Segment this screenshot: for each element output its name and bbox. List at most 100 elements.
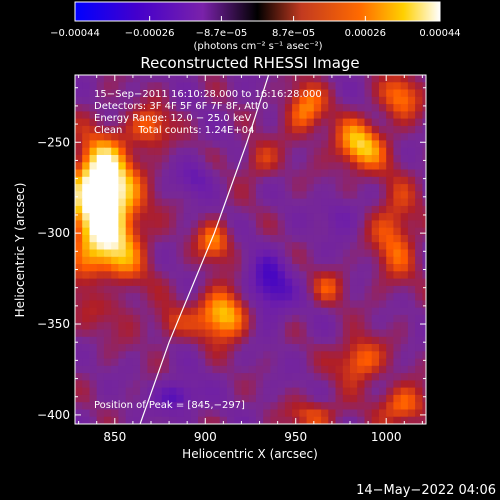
heatmap-cell bbox=[335, 89, 344, 98]
heatmap-cell bbox=[407, 264, 416, 272]
heatmap-cell bbox=[313, 293, 322, 301]
heatmap-cell bbox=[82, 162, 90, 171]
heatmap-cell bbox=[379, 133, 387, 142]
heatmap-cell bbox=[422, 82, 426, 91]
heatmap-cell bbox=[313, 104, 322, 112]
heatmap-cell bbox=[379, 155, 387, 163]
heatmap-cell bbox=[364, 235, 373, 243]
heatmap-cell bbox=[321, 162, 329, 171]
heatmap-cell bbox=[227, 416, 235, 424]
heatmap-cell bbox=[212, 82, 221, 91]
heatmap-cell bbox=[313, 133, 322, 142]
heatmap-cell bbox=[371, 300, 380, 309]
heatmap-cell bbox=[342, 235, 351, 243]
heatmap-cell bbox=[111, 82, 119, 91]
heatmap-cell bbox=[140, 111, 148, 120]
heatmap-cell bbox=[393, 256, 402, 265]
heatmap-cell bbox=[118, 380, 127, 389]
heatmap-cell bbox=[219, 278, 228, 287]
heatmap-cell bbox=[270, 89, 279, 98]
heatmap-cell bbox=[82, 380, 90, 389]
heatmap-cell bbox=[364, 213, 373, 221]
heatmap-cell bbox=[190, 285, 199, 294]
heatmap-cell bbox=[422, 380, 426, 389]
heatmap-cell bbox=[176, 147, 185, 156]
heatmap-cell bbox=[270, 75, 279, 83]
heatmap-cell bbox=[393, 394, 402, 403]
heatmap-cell bbox=[284, 314, 293, 323]
heatmap-cell bbox=[364, 278, 373, 287]
heatmap-cell bbox=[183, 162, 192, 171]
heatmap-cell bbox=[350, 256, 358, 265]
colorbar-ticks: −0.00044 −0.00026 −8.7e−05 8.7e−05 0.00026 0.… bbox=[50, 16, 461, 39]
heatmap-cell bbox=[205, 373, 214, 381]
heatmap-cell bbox=[82, 82, 90, 91]
heatmap-cell bbox=[277, 314, 286, 323]
heatmap-cell bbox=[371, 140, 380, 149]
heatmap-cell bbox=[357, 264, 365, 272]
heatmap-cell bbox=[82, 322, 90, 331]
heatmap-cell bbox=[270, 264, 279, 272]
heatmap-cell bbox=[342, 191, 351, 200]
heatmap-cell bbox=[386, 329, 394, 338]
heatmap-cell bbox=[328, 271, 337, 280]
heatmap-cell bbox=[154, 365, 163, 374]
heatmap-cell bbox=[111, 314, 119, 323]
heatmap-cell bbox=[132, 300, 141, 309]
heatmap-cell bbox=[125, 96, 134, 105]
heatmap-cell bbox=[292, 125, 300, 134]
heatmap-cell bbox=[263, 205, 271, 214]
heatmap-cell bbox=[270, 96, 279, 105]
heatmap-cell bbox=[147, 394, 156, 403]
heatmap-cell bbox=[321, 329, 329, 338]
heatmap-cell bbox=[350, 358, 358, 367]
heatmap-cell bbox=[227, 235, 235, 243]
heatmap-cell bbox=[328, 198, 337, 207]
heatmap-cell bbox=[111, 344, 119, 352]
heatmap-cell bbox=[96, 162, 105, 171]
heatmap-cell bbox=[407, 227, 416, 236]
heatmap-cell bbox=[176, 307, 185, 316]
heatmap-cell bbox=[400, 205, 409, 214]
heatmap-cell bbox=[248, 147, 257, 156]
heatmap-cell bbox=[400, 125, 409, 134]
heatmap-cell bbox=[371, 235, 380, 243]
heatmap-cell bbox=[103, 111, 112, 120]
heatmap-cell bbox=[111, 394, 119, 403]
heatmap-cell bbox=[103, 235, 112, 243]
heatmap-cell bbox=[82, 220, 90, 229]
heatmap-cell bbox=[75, 118, 83, 127]
heatmap-cell bbox=[234, 351, 242, 360]
heatmap-cell bbox=[140, 162, 148, 171]
heatmap-cell bbox=[219, 293, 228, 301]
heatmap-cell bbox=[190, 169, 199, 178]
heatmap-cell bbox=[342, 82, 351, 91]
heatmap-cell bbox=[132, 162, 141, 171]
heatmap-cell bbox=[154, 176, 163, 185]
heatmap-cell bbox=[284, 191, 293, 200]
heatmap-cell bbox=[183, 155, 192, 163]
heatmap-cell bbox=[335, 235, 344, 243]
heatmap-cell bbox=[125, 184, 134, 192]
heatmap-cell bbox=[407, 176, 416, 185]
heatmap-cell bbox=[103, 220, 112, 229]
heatmap-cell bbox=[299, 75, 308, 83]
heatmap-cell bbox=[328, 387, 337, 396]
heatmap-cell bbox=[176, 89, 185, 98]
heatmap-cell bbox=[111, 184, 119, 192]
y-axis-label: Heliocentric Y (arcsec) bbox=[13, 183, 27, 318]
heatmap-cell bbox=[400, 336, 409, 345]
heatmap-cell bbox=[328, 213, 337, 221]
heatmap-cell bbox=[154, 111, 163, 120]
heatmap-cell bbox=[386, 104, 394, 112]
heatmap-cell bbox=[299, 82, 308, 91]
heatmap-cell bbox=[118, 344, 127, 352]
heatmap-cell bbox=[147, 155, 156, 163]
heatmap-cell bbox=[386, 387, 394, 396]
heatmap-cell bbox=[270, 147, 279, 156]
heatmap-cell bbox=[183, 75, 192, 83]
heatmap-cell bbox=[89, 278, 98, 287]
heatmap-cell bbox=[335, 198, 344, 207]
heatmap-cell bbox=[284, 336, 293, 345]
heatmap-cell bbox=[169, 176, 177, 185]
